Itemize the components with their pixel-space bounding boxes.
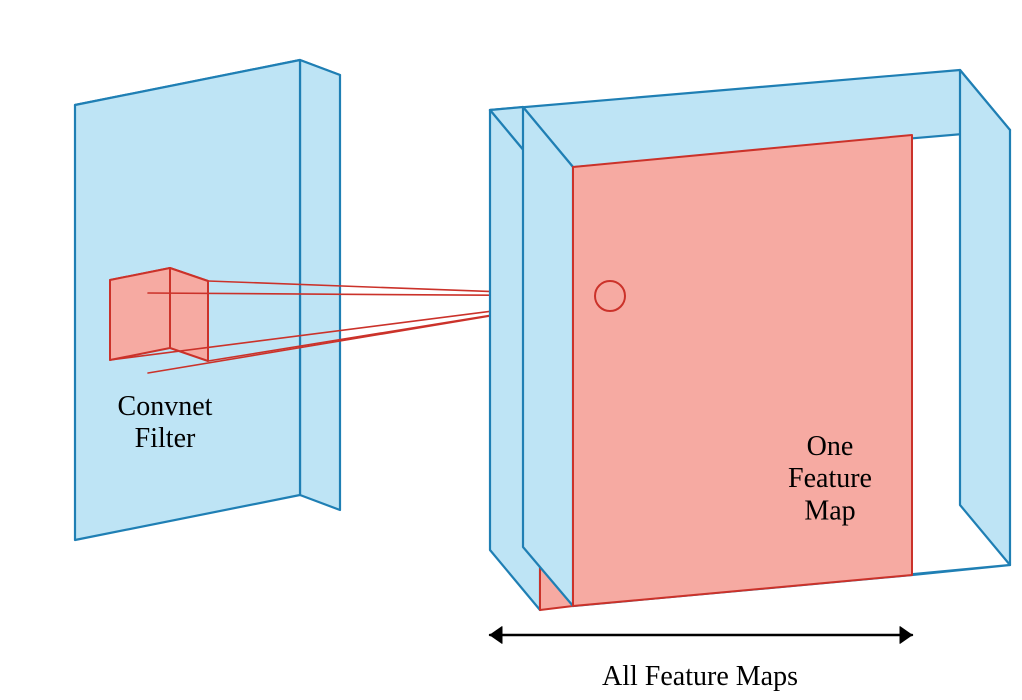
arrow-head-right — [900, 627, 912, 644]
right-box-back-side — [960, 70, 1010, 565]
one-feature-map-label-3: Map — [804, 495, 855, 526]
feature-map-point — [595, 281, 625, 311]
feature-map-slice — [573, 135, 912, 606]
one-feature-map-label-2: Feature — [788, 463, 872, 494]
one-feature-map-label-1: One — [807, 431, 854, 462]
filter-face — [110, 268, 170, 360]
filter-side — [170, 268, 208, 361]
all-feature-maps-label: All Feature Maps — [602, 661, 798, 692]
arrow-head-left — [490, 627, 502, 644]
convnet-filter-label-2: Filter — [135, 423, 196, 454]
convnet-filter-label: Convnet — [118, 391, 213, 422]
right-box-front-side — [523, 107, 573, 606]
